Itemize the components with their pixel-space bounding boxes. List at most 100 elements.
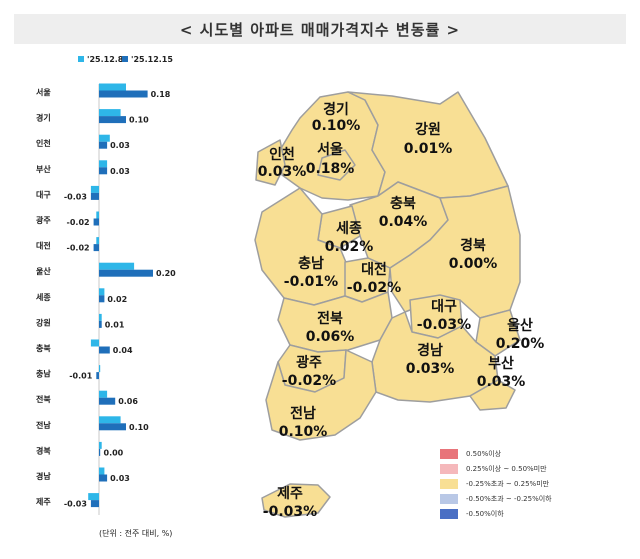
category-label: 충남: [36, 369, 51, 379]
region-name: 충남: [298, 255, 324, 272]
bar: [88, 493, 99, 501]
bar: [99, 416, 121, 424]
category-label: 강원: [36, 317, 51, 327]
map-legend-swatch: [440, 478, 458, 489]
region-name: 충북: [390, 196, 416, 212]
category-label: 대구: [36, 189, 51, 199]
bar: [99, 167, 108, 175]
map-legend-item: -0.50%초과 ~ -0.25%이하: [440, 491, 552, 506]
bar: [99, 320, 102, 328]
data-label: -0.02: [67, 218, 90, 227]
map-legend-label: 0.25%이상 ~ 0.50%미만: [466, 464, 547, 473]
data-label: 0.03: [110, 167, 130, 176]
map-legend-label: -0.50%이하: [466, 509, 504, 518]
region-value: 0.10%: [279, 424, 328, 440]
data-label: 0.10: [129, 423, 149, 432]
region-name: 강원: [415, 121, 441, 138]
region-value: 0.00%: [449, 256, 498, 272]
region-value: 0.03%: [406, 361, 455, 377]
region-value: -0.02%: [282, 373, 336, 389]
region-name: 경남: [417, 342, 443, 359]
category-label: 부산: [36, 164, 51, 174]
region-name: 전북: [317, 310, 343, 327]
region-value: 0.06%: [306, 329, 355, 345]
data-label: 0.03: [110, 474, 130, 483]
category-label: 경남: [36, 471, 51, 481]
category-label: 서울: [36, 87, 51, 97]
category-label: 인천: [36, 138, 51, 148]
data-label: -0.03: [64, 500, 87, 509]
bar: [93, 218, 99, 226]
region-name: 대구: [431, 299, 457, 315]
region-value: 0.10%: [312, 118, 361, 134]
region-incheon: [255, 139, 286, 186]
legend-swatch: [122, 56, 128, 62]
map-legend-item: -0.50%이하: [440, 506, 552, 521]
map-legend-swatch: [440, 493, 458, 504]
region-gyeongnam: [371, 311, 499, 403]
region-name: 전남: [290, 405, 316, 422]
map-legend-label: 0.50%이상: [466, 449, 502, 458]
bar: [99, 365, 101, 373]
bar: [99, 269, 153, 277]
bar: [99, 423, 126, 431]
region-value: 0.03%: [477, 374, 526, 390]
category-label: 대전: [36, 241, 51, 251]
category-label: 울산: [36, 266, 51, 276]
map-legend-item: 0.25%이상 ~ 0.50%미만: [440, 461, 552, 476]
region-name: 제주: [277, 486, 303, 502]
chart-title: < 시도별 아파트 매매가격지수 변동률 >: [179, 20, 461, 39]
bar: [99, 160, 108, 168]
region-name: 경북: [460, 237, 486, 254]
region-value: 0.01%: [404, 141, 453, 157]
region-busan: [469, 379, 516, 411]
legend-label: '25.12.8: [87, 55, 124, 64]
bar: [99, 313, 102, 321]
data-label: 0.10: [129, 116, 149, 125]
bar: [90, 185, 99, 193]
region-jeju: [261, 483, 331, 518]
bar: [99, 288, 105, 296]
region-seoul: [317, 149, 356, 181]
map-legend-swatch: [440, 448, 458, 459]
bar: [90, 500, 99, 508]
bar: [96, 211, 99, 219]
region-name: 서울: [317, 141, 343, 158]
region-value: 0.20%: [496, 336, 545, 352]
bar: [99, 474, 108, 482]
map-legend-item: -0.25%초과 ~ 0.25%미만: [440, 476, 552, 491]
bar: [99, 134, 110, 142]
data-label: -0.02: [67, 244, 90, 253]
data-label: -0.03: [64, 192, 87, 201]
category-label: 전남: [36, 420, 51, 430]
category-label: 경북: [36, 445, 51, 455]
bar: [99, 390, 108, 398]
category-label: 제주: [36, 497, 51, 507]
data-label: 0.18: [151, 90, 171, 99]
map-legend-label: -0.25%초과 ~ 0.25%미만: [466, 479, 550, 488]
region-name: 인천: [269, 146, 295, 163]
region-name: 세종: [336, 221, 362, 237]
bar: [99, 295, 105, 303]
map-legend-swatch: [440, 508, 458, 519]
map-legend: 0.50%이상 0.25%이상 ~ 0.50%미만 -0.25%초과 ~ 0.25%…: [440, 446, 552, 521]
unit-note: (단위 : 전주 대비, %): [99, 528, 172, 538]
bar: [99, 116, 126, 124]
data-label: 0.02: [107, 295, 127, 304]
legend-swatch: [78, 56, 84, 62]
category-label: 광주: [36, 215, 51, 225]
bar: [99, 141, 108, 149]
data-label: 0.20: [156, 269, 176, 278]
bar: [99, 397, 116, 405]
data-label: 0.03: [110, 141, 130, 150]
bar: [99, 109, 121, 117]
region-name: 울산: [507, 317, 533, 334]
region-ulsan: [475, 309, 521, 357]
bar: [93, 244, 99, 252]
bar: [96, 372, 99, 380]
legend-label: '25.12.15: [131, 55, 173, 64]
region-value: 0.03%: [258, 164, 307, 180]
region-value: -0.03%: [263, 504, 317, 520]
bar: [99, 83, 126, 91]
